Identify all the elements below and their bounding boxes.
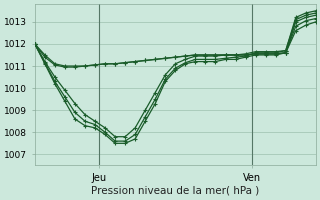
X-axis label: Pression niveau de la mer( hPa ): Pression niveau de la mer( hPa ) xyxy=(91,186,260,196)
